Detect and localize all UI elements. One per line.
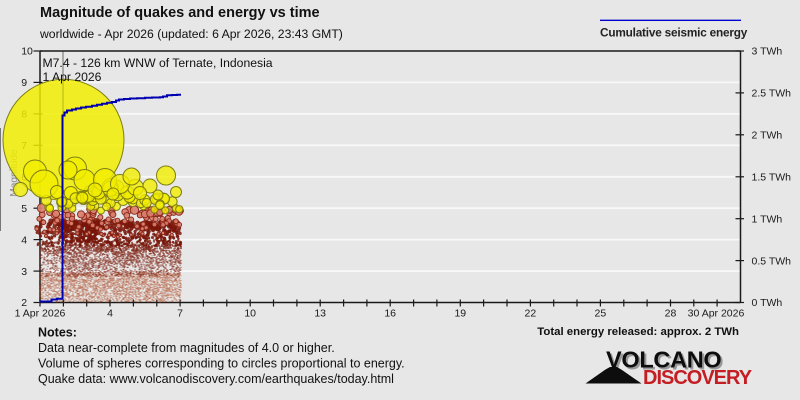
svg-text:Cumulative seismic energy: Cumulative seismic energy: [600, 26, 748, 40]
svg-text:VOLCANO: VOLCANO: [606, 347, 721, 373]
svg-text:VOLCANO: VOLCANO: [608, 349, 723, 375]
svg-text:22: 22: [525, 308, 537, 320]
svg-text:DISCOVERY: DISCOVERY: [643, 367, 753, 389]
svg-text:13: 13: [314, 308, 326, 320]
svg-text:Notes:: Notes:: [38, 326, 77, 340]
svg-text:25: 25: [595, 308, 607, 320]
svg-text:Quake data: www.volcanodiscove: Quake data: www.volcanodiscovery.com/ear…: [38, 372, 394, 386]
svg-text:7: 7: [177, 308, 183, 320]
svg-text:3: 3: [21, 266, 27, 278]
svg-text:4: 4: [21, 234, 27, 246]
svg-text:4: 4: [107, 308, 113, 320]
svg-text:1 Apr 2026: 1 Apr 2026: [43, 70, 102, 84]
svg-text:worldwide - Apr 2026 (updated:: worldwide - Apr 2026 (updated: 6 Apr 202…: [39, 27, 343, 41]
svg-text:9: 9: [21, 77, 27, 89]
svg-text:28: 28: [665, 308, 677, 320]
svg-text:2.5 TWh: 2.5 TWh: [752, 88, 792, 100]
svg-text:2 TWh: 2 TWh: [752, 130, 783, 142]
svg-text:5: 5: [21, 203, 27, 215]
svg-text:M7.4 - 126 km WNW of Ternate,: M7.4 - 126 km WNW of Ternate, Indonesia: [43, 56, 273, 70]
svg-text:19: 19: [454, 308, 466, 320]
svg-text:0 TWh: 0 TWh: [752, 297, 783, 309]
svg-text:2: 2: [21, 297, 27, 309]
svg-text:Data near-complete from magnit: Data near-complete from magnitudes of 4.…: [38, 341, 335, 355]
svg-text:Total energy released: approx.: Total energy released: approx. 2 TWh: [537, 326, 739, 338]
svg-text:10: 10: [21, 46, 33, 58]
svg-text:10: 10: [244, 308, 256, 320]
svg-text:1 TWh: 1 TWh: [752, 213, 783, 225]
svg-text:1.5 TWh: 1.5 TWh: [752, 171, 792, 183]
svg-text:30 Apr 2026: 30 Apr 2026: [688, 308, 745, 320]
svg-text:16: 16: [384, 308, 396, 320]
svg-text:1 Apr 2026: 1 Apr 2026: [15, 308, 66, 320]
svg-text:0.5 TWh: 0.5 TWh: [752, 255, 792, 267]
svg-text:Magnitude of quakes and energy: Magnitude of quakes and energy vs time: [40, 5, 320, 21]
svg-text:Volume of spheres correspondin: Volume of spheres corresponding to circl…: [38, 357, 405, 371]
svg-text:3 TWh: 3 TWh: [752, 46, 783, 58]
